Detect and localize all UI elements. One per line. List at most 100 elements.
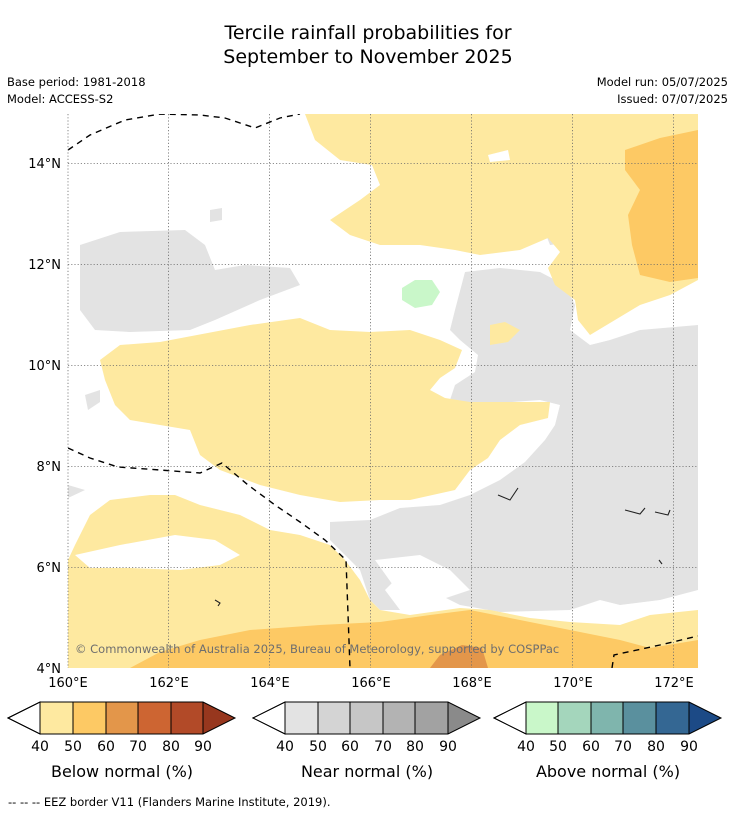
below-tick: 80 [162, 739, 180, 755]
colorbar-near-bin-3 [350, 702, 383, 734]
island-outline-5 [214, 599, 221, 607]
colorbar-near-bin-4 [383, 702, 415, 734]
colorbar-above-label: Above normal (%) [535, 762, 681, 781]
colorbar-near-high-end [448, 702, 480, 734]
colorbar-below-bin-1 [40, 702, 73, 734]
near-tick: 90 [439, 739, 457, 755]
lon-label: 170°E [553, 676, 593, 691]
colorbar-near-bin-2 [318, 702, 350, 734]
colorbar-above-bin-1 [526, 702, 558, 734]
below-tick: 70 [129, 739, 147, 755]
eez-border-southeast [611, 635, 698, 668]
title-line-2: September to November 2025 [223, 46, 513, 68]
colorbar-near-dividers [284, 702, 449, 734]
above-tick: 50 [549, 739, 567, 755]
colorbar-above-bin-4 [623, 702, 656, 734]
colorbar-near-low-end [251, 701, 286, 735]
above-normal-patch [402, 280, 440, 308]
lon-label: 168°E [452, 676, 492, 691]
colorbar-above-dividers [525, 702, 690, 734]
near-tick: 80 [406, 739, 424, 755]
latitude-labels: 14°N 12°N 10°N 8°N 6°N 4°N [28, 157, 61, 677]
lat-label: 12°N [28, 258, 61, 273]
above-tick: 80 [647, 739, 665, 755]
below-tick: 40 [31, 739, 49, 755]
near-tick: 50 [309, 739, 327, 755]
eez-border-north [68, 114, 301, 151]
longitude-labels: 160°E 162°E 164°E 166°E 168°E 170°E 172°… [48, 676, 694, 691]
white-gap-3 [488, 150, 510, 162]
below-normal-patch-east [490, 322, 520, 345]
near-normal-patch-west-edge [68, 485, 85, 498]
near-tick: 60 [341, 739, 359, 755]
near-tick: 70 [374, 739, 392, 755]
above-tick: 70 [614, 739, 632, 755]
colorbar-above-bin-3 [591, 702, 623, 734]
below-normal-5060-northeast [625, 130, 698, 282]
island-outline-3 [497, 487, 519, 501]
white-gaps [75, 150, 510, 600]
colorbar-below-label: Below normal (%) [50, 762, 194, 781]
lat-label: 8°N [37, 460, 62, 475]
below-normal-60-70-regions [430, 645, 488, 668]
near-normal-region-west [80, 230, 300, 332]
colorbar-near-bin-5 [415, 702, 448, 734]
lon-label: 160°E [48, 676, 88, 691]
colorbar-below-bin-4 [138, 702, 171, 734]
below-tick: 90 [194, 739, 212, 755]
colorbar-near [251, 701, 482, 735]
below-tick: 60 [97, 739, 115, 755]
colorbar-near-label: Near normal (%) [300, 762, 434, 781]
eez-borders [68, 114, 698, 668]
lon-label: 164°E [250, 676, 290, 691]
above-tick: 60 [582, 739, 600, 755]
above-tick: 90 [680, 739, 698, 755]
lat-label: 14°N [28, 157, 61, 172]
colorbar-below-dividers [39, 702, 204, 734]
issued-date: Issued: 07/07/2025 [617, 92, 728, 106]
island-outline-2 [654, 509, 671, 516]
below-normal-50-60-regions [130, 130, 698, 668]
colorbar-below-bin-2 [73, 702, 106, 734]
colorbar-below [6, 701, 237, 735]
colorbar-above [492, 701, 723, 735]
eez-footnote: -- -- -- EEZ border V11 (Flanders Marine… [8, 795, 331, 809]
eez-border-middle [68, 447, 351, 668]
white-gap-1 [75, 535, 240, 570]
colorbar-above-bin-2 [558, 702, 591, 734]
lon-label: 172°E [654, 676, 694, 691]
above-normal-40-50-regions [402, 280, 440, 308]
near-normal-patch-small-2 [210, 208, 222, 222]
near-normal-patch-small-1 [85, 390, 100, 410]
colorbar-tick-labels: 40 50 60 70 80 90 40 50 60 70 80 90 40 5… [31, 739, 698, 755]
lat-label: 6°N [37, 561, 62, 576]
base-period: Base period: 1981-2018 [7, 75, 146, 89]
near-tick: 40 [276, 739, 294, 755]
lon-label: 162°E [149, 676, 189, 691]
colorbar-below-high-end [203, 702, 235, 734]
copyright-text: © Commonwealth of Australia 2025, Bureau… [75, 642, 559, 656]
above-tick: 40 [517, 739, 535, 755]
model-name: Model: ACCESS-S2 [7, 92, 114, 106]
below-tick: 50 [64, 739, 82, 755]
island-outline-1 [624, 507, 646, 515]
colorbar-above-high-end [689, 702, 721, 734]
colorbar-above-bin-5 [656, 702, 689, 734]
island-outlines [214, 487, 671, 607]
below-normal-region-north [305, 114, 698, 335]
lat-label: 4°N [37, 662, 62, 677]
colorbar-below-bin-3 [106, 702, 138, 734]
lon-label: 166°E [351, 676, 391, 691]
below-normal-6070-patch [430, 645, 488, 668]
map-area: © Commonwealth of Australia 2025, Bureau… [68, 114, 698, 668]
near-normal-region-east [330, 268, 698, 612]
white-gap-2 [375, 555, 470, 600]
island-outline-4 [658, 559, 663, 565]
colorbar-above-low-end [492, 701, 527, 735]
lat-label: 10°N [28, 359, 61, 374]
colorbar-below-low-end [6, 701, 41, 735]
below-normal-5060-south [130, 610, 698, 668]
model-run: Model run: 05/07/2025 [596, 75, 728, 89]
below-normal-region-central [100, 318, 550, 502]
